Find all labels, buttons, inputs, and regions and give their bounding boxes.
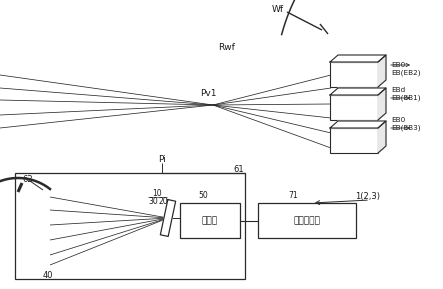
Polygon shape bbox=[378, 55, 386, 87]
Polygon shape bbox=[378, 88, 386, 120]
Text: EB(EB2): EB(EB2) bbox=[391, 70, 420, 76]
Text: 1(2,3): 1(2,3) bbox=[355, 192, 380, 201]
Text: 40: 40 bbox=[43, 271, 53, 279]
Bar bbox=[330, 95, 378, 120]
Text: 30: 30 bbox=[148, 197, 158, 205]
Text: 71: 71 bbox=[288, 192, 298, 201]
Text: 61: 61 bbox=[233, 166, 244, 175]
Text: 50: 50 bbox=[198, 192, 208, 201]
Bar bbox=[15, 173, 245, 279]
Polygon shape bbox=[330, 121, 386, 128]
Text: Rwf: Rwf bbox=[218, 42, 235, 51]
Text: 控制部: 控制部 bbox=[202, 216, 218, 225]
Bar bbox=[330, 128, 378, 153]
Text: Wf: Wf bbox=[272, 5, 284, 14]
Bar bbox=[330, 62, 378, 87]
Text: 眼点検湋部: 眼点検湋部 bbox=[294, 216, 320, 225]
Text: 20: 20 bbox=[159, 197, 169, 205]
Text: EB0: EB0 bbox=[391, 62, 405, 68]
Bar bbox=[258, 203, 356, 238]
Text: Pv1: Pv1 bbox=[200, 88, 217, 97]
Polygon shape bbox=[378, 121, 386, 153]
Text: EB(EB1): EB(EB1) bbox=[391, 95, 420, 101]
Text: 10: 10 bbox=[152, 190, 162, 199]
Polygon shape bbox=[160, 200, 176, 236]
Polygon shape bbox=[330, 55, 386, 62]
Text: EB0: EB0 bbox=[391, 117, 405, 123]
Polygon shape bbox=[330, 88, 386, 95]
Text: Pi: Pi bbox=[158, 155, 166, 164]
Text: EB(EB3): EB(EB3) bbox=[391, 125, 420, 131]
Text: 62: 62 bbox=[22, 175, 33, 184]
Bar bbox=[180, 203, 240, 238]
Text: EBd: EBd bbox=[391, 87, 405, 93]
